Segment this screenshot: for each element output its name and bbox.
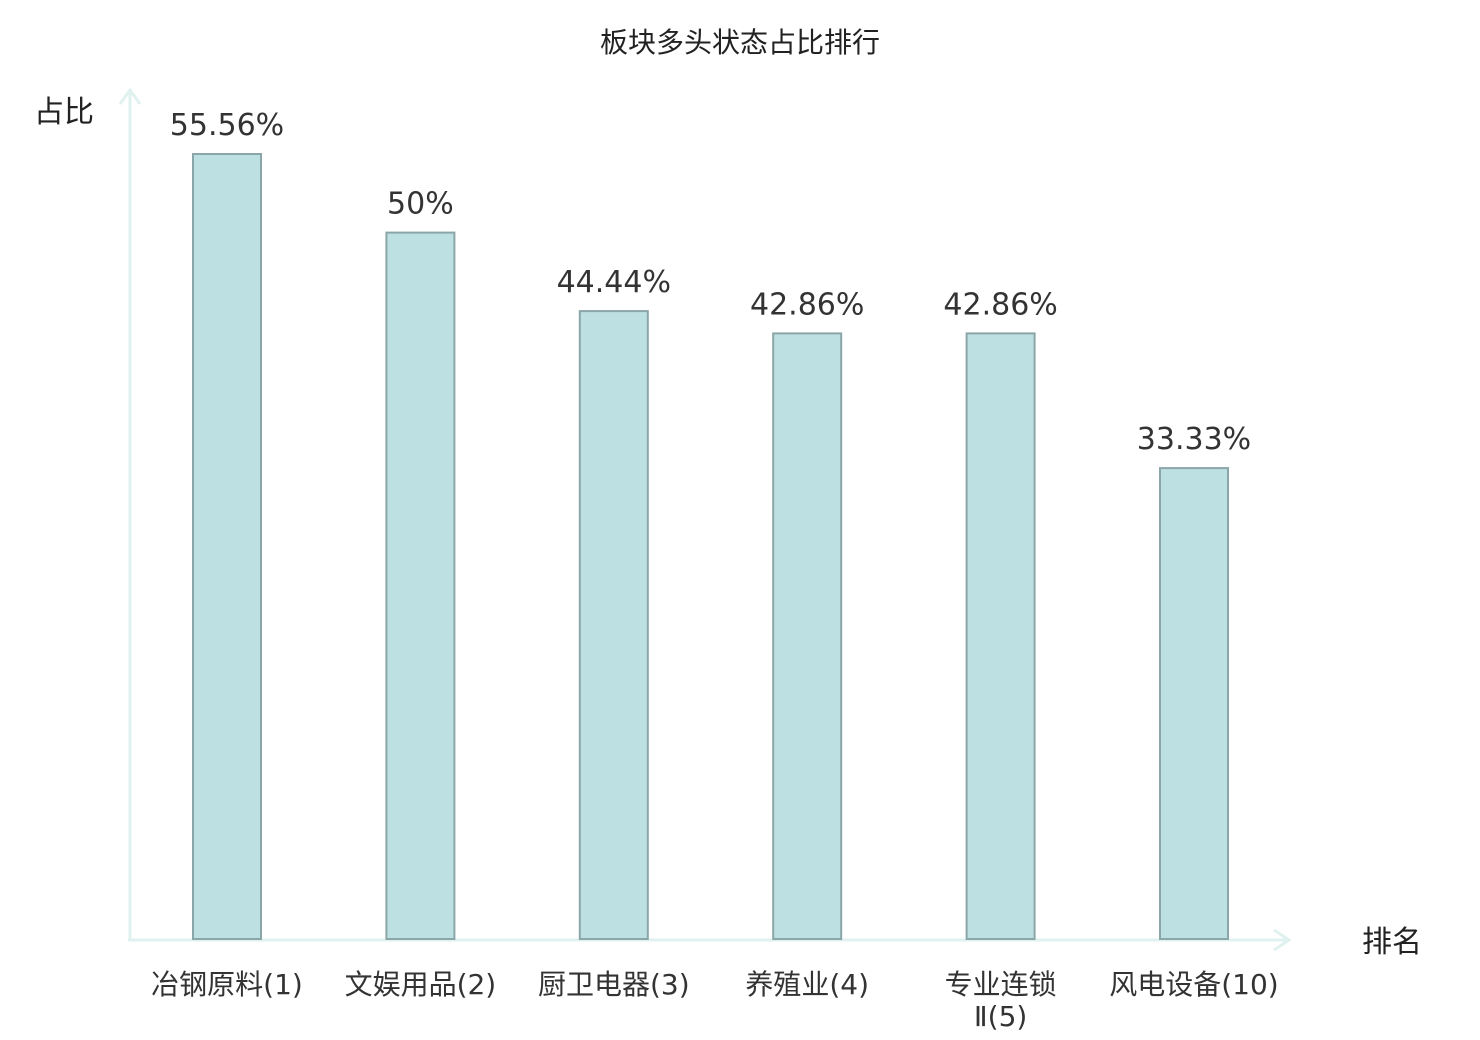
bar — [965, 332, 1036, 940]
bar-value-label: 42.86% — [750, 287, 864, 322]
x-axis-label: 排名 — [1362, 925, 1422, 960]
category-label: 风电设备(10) — [1109, 968, 1278, 1001]
bars-group — [192, 153, 1229, 941]
y-axis — [118, 87, 142, 940]
category-label: 冶钢原料(1) — [151, 968, 303, 1001]
bar — [385, 231, 456, 941]
bar — [1159, 467, 1229, 940]
bar — [578, 310, 649, 941]
category-label: 厨卫电器(3) — [538, 968, 690, 1001]
bar — [192, 153, 262, 940]
chart-title: 板块多头状态占比排行 — [600, 26, 880, 59]
value-labels-group: 55.56% 50% 44.44% 42.86% 42.86% 33.33% — [170, 108, 1251, 457]
x-axis — [128, 928, 1292, 952]
bar-value-label: 44.44% — [557, 265, 671, 300]
category-label: Ⅱ(5) — [974, 1000, 1027, 1033]
category-label: 养殖业(4) — [745, 968, 869, 1001]
category-label: 专业连锁 — [945, 968, 1057, 1001]
category-label: 文娱用品(2) — [345, 968, 497, 1001]
bar-value-label: 42.86% — [943, 287, 1057, 322]
bar-value-label: 33.33% — [1137, 422, 1251, 457]
bar-value-label: 50% — [387, 187, 454, 222]
bar-value-label: 55.56% — [170, 108, 284, 143]
bar — [772, 332, 843, 940]
y-axis-label: 占比 — [34, 95, 94, 130]
